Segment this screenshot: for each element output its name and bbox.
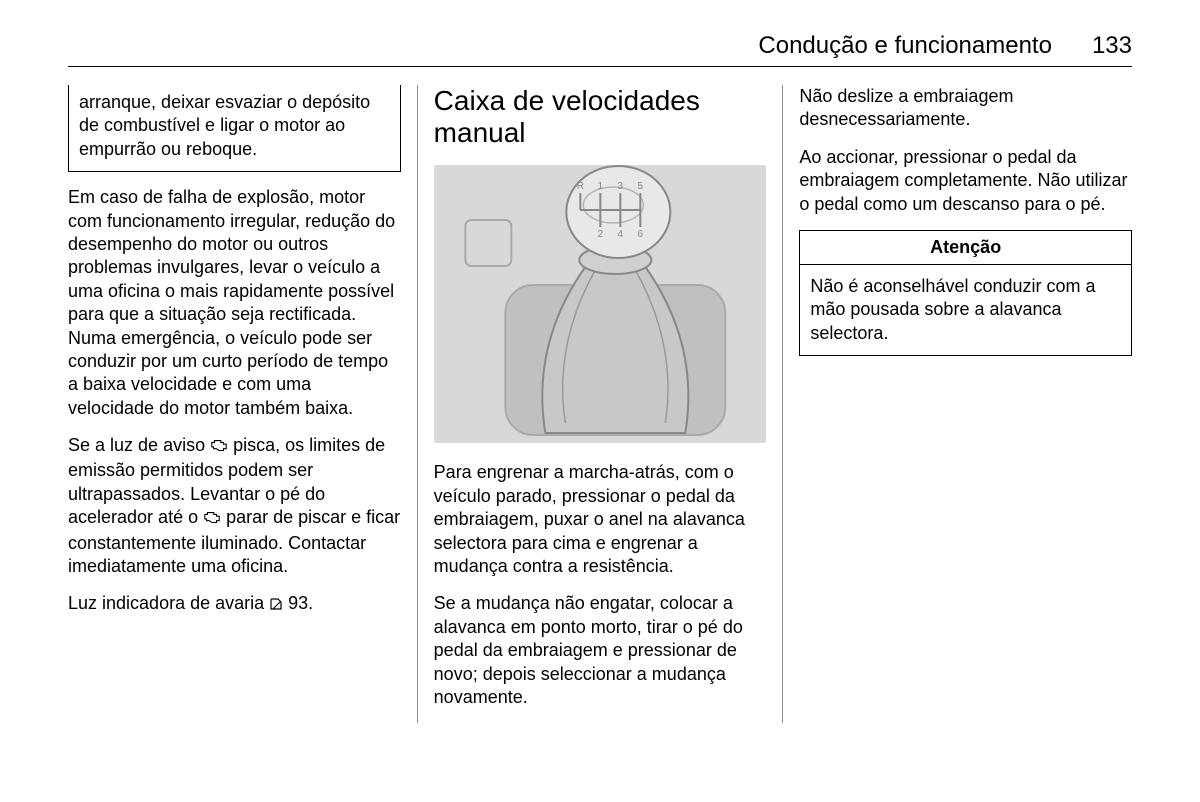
column-1: arranque, deixar esvaziar o depósito de … <box>68 85 418 723</box>
p3-text-b: 93. <box>283 593 313 613</box>
p3-text-a: Luz indicadora de avaria <box>68 593 269 613</box>
attention-box: Atenção Não é aconselhável conduzir com … <box>799 230 1132 356</box>
paragraph-malfunction: Em caso de falha de explosão, motor com … <box>68 186 401 420</box>
gearshift-illustration: 1 3 5 R 2 4 6 <box>434 165 767 443</box>
section-title: Condução e funcionamento <box>758 32 1052 60</box>
svg-text:1: 1 <box>597 181 603 192</box>
column-2: Caixa de velocidades manual <box>418 85 784 723</box>
attention-body: Não é aconselhável conduzir com a mão po… <box>800 265 1131 355</box>
engine-icon <box>203 508 221 531</box>
manual-page: Condução e funcionamento 133 arranque, d… <box>0 0 1200 802</box>
content-columns: arranque, deixar esvaziar o depósito de … <box>68 85 1132 723</box>
page-header: Condução e funcionamento 133 <box>68 32 1132 67</box>
svg-text:4: 4 <box>617 229 623 240</box>
paragraph-no-slip: Não deslize a embraiagem desnecessariame… <box>799 85 1132 132</box>
paragraph-warning-light: Se a luz de aviso pisca, os limites de e… <box>68 434 401 578</box>
paragraph-indicator-ref: Luz indicadora de avaria 93. <box>68 592 401 617</box>
paragraph-full-press: Ao accionar, pressionar o pedal da embra… <box>799 146 1132 216</box>
continuation-box: arranque, deixar esvaziar o depósito de … <box>68 85 401 172</box>
svg-text:R: R <box>576 181 583 192</box>
p2-text-a: Se a luz de aviso <box>68 435 210 455</box>
paragraph-reverse: Para engrenar a marcha-atrás, com o veíc… <box>434 461 767 578</box>
column-3: Não deslize a embraiagem desnecessariame… <box>783 85 1132 723</box>
reference-icon <box>269 594 283 617</box>
attention-label: Atenção <box>800 231 1131 265</box>
engine-icon <box>210 436 228 459</box>
svg-text:5: 5 <box>637 181 643 192</box>
svg-text:3: 3 <box>617 181 623 192</box>
boxed-text: arranque, deixar esvaziar o depósito de … <box>79 92 370 159</box>
svg-text:6: 6 <box>637 229 643 240</box>
svg-text:2: 2 <box>597 229 603 240</box>
page-number: 133 <box>1092 32 1132 60</box>
paragraph-neutral-retry: Se a mudança não engatar, colocar a alav… <box>434 592 767 709</box>
section-heading-gearbox: Caixa de velocidades manual <box>434 85 767 149</box>
